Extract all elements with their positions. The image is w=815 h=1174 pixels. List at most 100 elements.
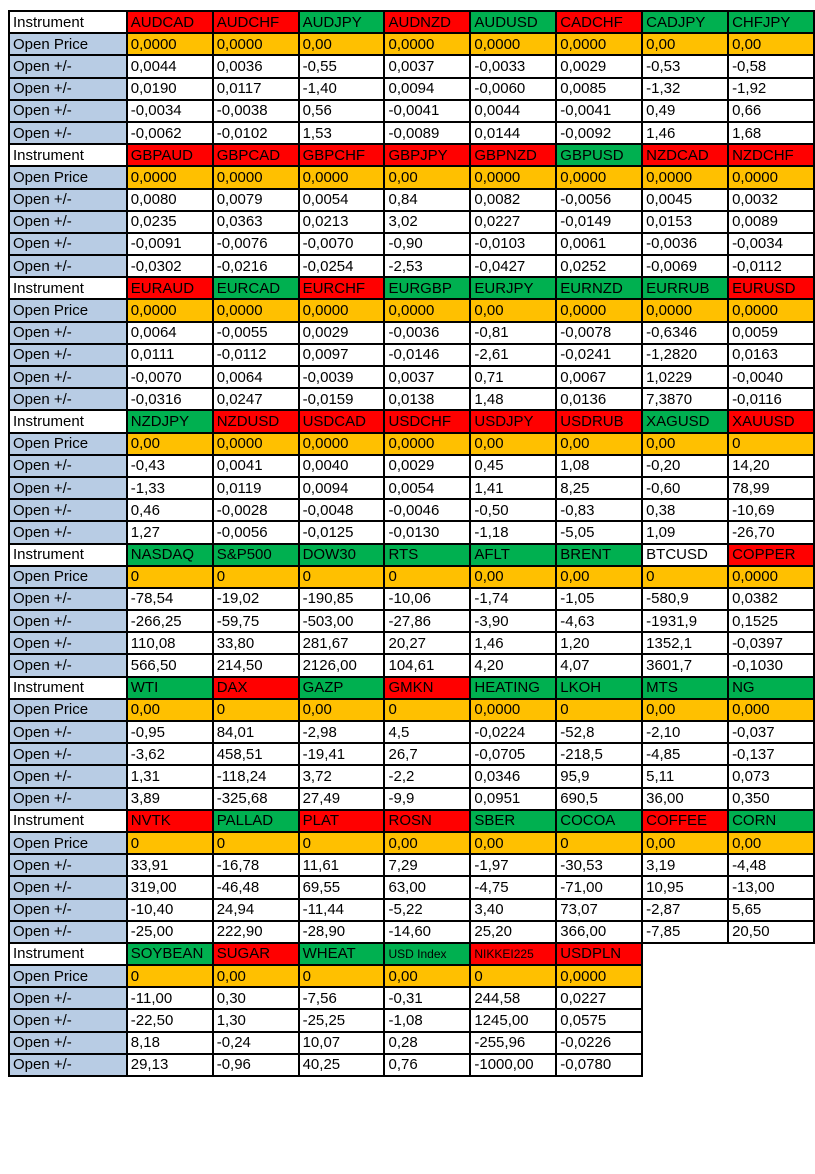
open-delta-cell[interactable]: 0,0247: [211, 387, 300, 412]
instrument-header-nvtk[interactable]: NVTK: [125, 808, 214, 833]
open-delta-cell[interactable]: 0,0080: [125, 187, 214, 212]
instrument-header-audjpy[interactable]: AUDJPY: [297, 9, 386, 35]
instrument-header-euraud[interactable]: EURAUD: [125, 276, 214, 301]
open-delta-cell[interactable]: -10,40: [125, 897, 214, 922]
open-delta-cell[interactable]: 1352,1: [641, 631, 730, 656]
open-delta-cell[interactable]: 69,55: [297, 875, 386, 900]
open-price-cell[interactable]: 0: [297, 830, 386, 856]
open-delta-cell[interactable]: -255,96: [469, 1030, 558, 1055]
instrument-header-gbpnzd[interactable]: GBPNZD: [469, 143, 558, 168]
open-delta-cell[interactable]: -266,25: [125, 609, 214, 634]
open-price-cell[interactable]: 0,0000: [125, 165, 214, 190]
open-price-cell[interactable]: 0: [383, 564, 472, 589]
instrument-header-eurusd[interactable]: EURUSD: [727, 276, 815, 301]
open-delta-cell[interactable]: 0,073: [727, 764, 815, 789]
row-label-open-delta[interactable]: Open +/-: [8, 187, 128, 212]
row-label-open-price[interactable]: Open Price: [8, 697, 128, 723]
open-delta-cell[interactable]: -0,0038: [211, 98, 300, 123]
instrument-header-cadchf[interactable]: CADCHF: [555, 9, 644, 35]
open-delta-cell[interactable]: -1,18: [469, 520, 558, 545]
open-price-cell[interactable]: 0,0000: [641, 298, 730, 323]
open-delta-cell[interactable]: -19,02: [211, 586, 300, 612]
open-delta-cell[interactable]: 0,0951: [469, 786, 558, 811]
instrument-header-cadjpy[interactable]: CADJPY: [641, 9, 730, 35]
instrument-header-wti[interactable]: WTI: [125, 675, 214, 700]
open-delta-cell[interactable]: -27,86: [383, 609, 472, 634]
open-delta-cell[interactable]: 1245,00: [469, 1008, 558, 1033]
open-delta-cell[interactable]: 222,90: [211, 919, 300, 944]
instrument-header-gbpcad[interactable]: GBPCAD: [211, 143, 300, 168]
open-delta-cell[interactable]: 1,09: [641, 520, 730, 545]
row-label-open-delta[interactable]: Open +/-: [8, 897, 128, 922]
open-delta-cell[interactable]: -118,24: [211, 764, 300, 789]
open-delta-cell[interactable]: -0,0397: [727, 631, 815, 656]
open-price-cell[interactable]: 0,00: [469, 830, 558, 856]
open-delta-cell[interactable]: -25,25: [297, 1008, 386, 1033]
open-delta-cell[interactable]: 0,0064: [125, 320, 214, 345]
open-delta-cell[interactable]: -4,63: [555, 609, 644, 634]
open-delta-cell[interactable]: 1,53: [297, 120, 386, 146]
open-delta-cell[interactable]: 0,30: [211, 986, 300, 1011]
open-delta-cell[interactable]: -2,98: [297, 719, 386, 745]
open-delta-cell[interactable]: 566,50: [125, 653, 214, 678]
open-delta-cell[interactable]: -0,0224: [469, 719, 558, 745]
open-delta-cell[interactable]: 0,0111: [125, 342, 214, 368]
open-price-cell[interactable]: 0: [555, 830, 644, 856]
instrument-header-btcusd[interactable]: BTCUSD: [641, 542, 730, 567]
open-delta-cell[interactable]: -4,75: [469, 875, 558, 900]
instrument-header-eurgbp[interactable]: EURGBP: [383, 276, 472, 301]
row-label-open-delta[interactable]: Open +/-: [8, 1030, 128, 1055]
instrument-header-corn[interactable]: CORN: [727, 808, 815, 833]
open-delta-cell[interactable]: -0,24: [211, 1030, 300, 1055]
open-delta-cell[interactable]: -0,0034: [727, 231, 815, 257]
instrument-header-dax[interactable]: DAX: [211, 675, 300, 700]
open-price-cell[interactable]: 0: [469, 964, 558, 989]
open-delta-cell[interactable]: 4,07: [555, 653, 644, 678]
open-price-cell[interactable]: 0: [297, 564, 386, 589]
open-price-cell[interactable]: 0,0000: [125, 298, 214, 323]
open-delta-cell[interactable]: 3601,7: [641, 653, 730, 678]
open-delta-cell[interactable]: 26,7: [383, 742, 472, 767]
open-delta-cell[interactable]: 10,95: [641, 875, 730, 900]
row-label-open-delta[interactable]: Open +/-: [8, 1008, 128, 1033]
open-delta-cell[interactable]: 0,0252: [555, 254, 644, 279]
open-delta-cell[interactable]: -190,85: [297, 586, 386, 612]
row-label-instrument[interactable]: Instrument: [8, 542, 128, 567]
instrument-header-gazp[interactable]: GAZP: [297, 675, 386, 700]
row-label-open-delta[interactable]: Open +/-: [8, 875, 128, 900]
instrument-header-nzdusd[interactable]: NZDUSD: [211, 409, 300, 434]
open-delta-cell[interactable]: 0,0029: [383, 453, 472, 478]
open-delta-cell[interactable]: -0,0705: [469, 742, 558, 767]
open-delta-cell[interactable]: 0,0085: [555, 76, 644, 101]
open-price-cell[interactable]: 0,0000: [555, 964, 644, 989]
open-delta-cell[interactable]: -0,50: [469, 498, 558, 523]
open-price-cell[interactable]: 0,0000: [727, 298, 815, 323]
open-price-cell[interactable]: 0: [297, 964, 386, 989]
open-price-cell[interactable]: 0,00: [641, 697, 730, 723]
open-delta-cell[interactable]: -0,83: [555, 498, 644, 523]
open-price-cell[interactable]: 0,0000: [727, 564, 815, 589]
open-delta-cell[interactable]: -0,0060: [469, 76, 558, 101]
open-delta-cell[interactable]: 1,68: [727, 120, 815, 146]
row-label-open-price[interactable]: Open Price: [8, 564, 128, 589]
row-label-open-delta[interactable]: Open +/-: [8, 919, 128, 944]
row-label-instrument[interactable]: Instrument: [8, 276, 128, 301]
row-label-open-price[interactable]: Open Price: [8, 298, 128, 323]
open-delta-cell[interactable]: -16,78: [211, 853, 300, 878]
open-delta-cell[interactable]: -503,00: [297, 609, 386, 634]
instrument-header-chfjpy[interactable]: CHFJPY: [727, 9, 815, 35]
open-delta-cell[interactable]: 29,13: [125, 1052, 214, 1078]
open-delta-cell[interactable]: -30,53: [555, 853, 644, 878]
open-delta-cell[interactable]: 0,56: [297, 98, 386, 123]
instrument-header-audcad[interactable]: AUDCAD: [125, 9, 214, 35]
open-delta-cell[interactable]: 0,0138: [383, 387, 472, 412]
instrument-header-eurrub[interactable]: EURRUB: [641, 276, 730, 301]
open-delta-cell[interactable]: -5,22: [383, 897, 472, 922]
open-price-cell[interactable]: 0,00: [469, 564, 558, 589]
open-price-cell[interactable]: 0,0000: [469, 32, 558, 57]
open-delta-cell[interactable]: 1,31: [125, 764, 214, 789]
open-delta-cell[interactable]: 0,38: [641, 498, 730, 523]
open-price-cell[interactable]: 0,00: [383, 165, 472, 190]
row-label-instrument[interactable]: Instrument: [8, 675, 128, 700]
open-delta-cell[interactable]: 0,0079: [211, 187, 300, 212]
